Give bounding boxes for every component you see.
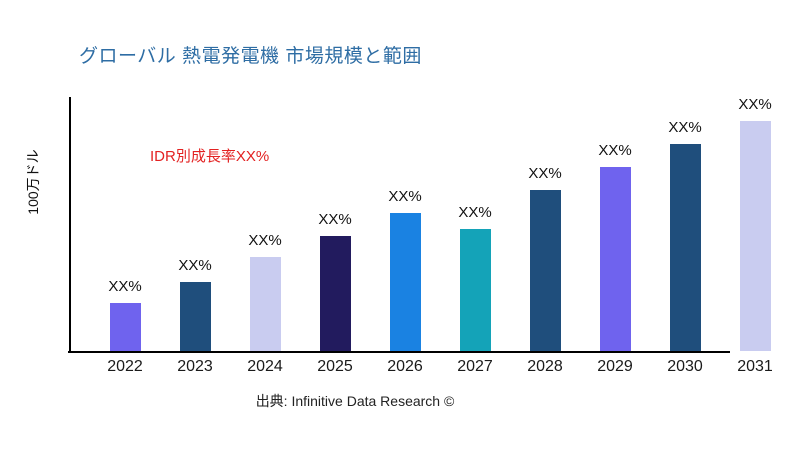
bar-2022 — [109, 303, 141, 351]
x-tick-2031: 2031 — [737, 358, 773, 375]
growth-rate-annotation: IDR別成長率XX% — [150, 148, 270, 165]
bar-2023 — [179, 282, 211, 351]
x-tick-2030: 2030 — [667, 358, 703, 375]
bar-2029 — [599, 167, 631, 351]
bar-2024 — [249, 257, 281, 351]
bar-value-label-2030: XX% — [668, 119, 702, 136]
x-tick-2024: 2024 — [247, 358, 283, 375]
bar-value-label-2022: XX% — [108, 278, 142, 295]
bar-2025 — [319, 236, 351, 351]
bar-value-label-2028: XX% — [528, 165, 562, 182]
bar-value-label-2027: XX% — [458, 204, 492, 221]
bar-value-label-2025: XX% — [318, 211, 352, 228]
x-tick-2023: 2023 — [177, 358, 213, 375]
x-tick-2028: 2028 — [527, 358, 563, 375]
chart-title: グローバル 熱電発電機 市場規模と範囲 — [79, 46, 422, 67]
x-tick-2027: 2027 — [457, 358, 493, 375]
source-note: 出典: Infinitive Data Research © — [255, 393, 455, 409]
bar-2028 — [529, 190, 561, 351]
y-axis-label: 100万ドル — [25, 149, 41, 215]
bar-value-label-2031: XX% — [738, 96, 772, 113]
bar-value-label-2023: XX% — [178, 257, 212, 274]
x-tick-2029: 2029 — [597, 358, 633, 375]
x-tick-2025: 2025 — [317, 358, 353, 375]
bar-2030 — [669, 144, 701, 351]
x-axis-line — [68, 351, 730, 353]
bar-2026 — [389, 213, 421, 351]
y-axis-line — [69, 97, 71, 352]
bar-2031 — [739, 121, 771, 351]
bar-value-label-2026: XX% — [388, 188, 422, 205]
bar-value-label-2029: XX% — [598, 142, 632, 159]
x-tick-2026: 2026 — [387, 358, 423, 375]
x-tick-2022: 2022 — [107, 358, 143, 375]
bar-2027 — [459, 229, 491, 351]
bar-value-label-2024: XX% — [248, 232, 282, 249]
